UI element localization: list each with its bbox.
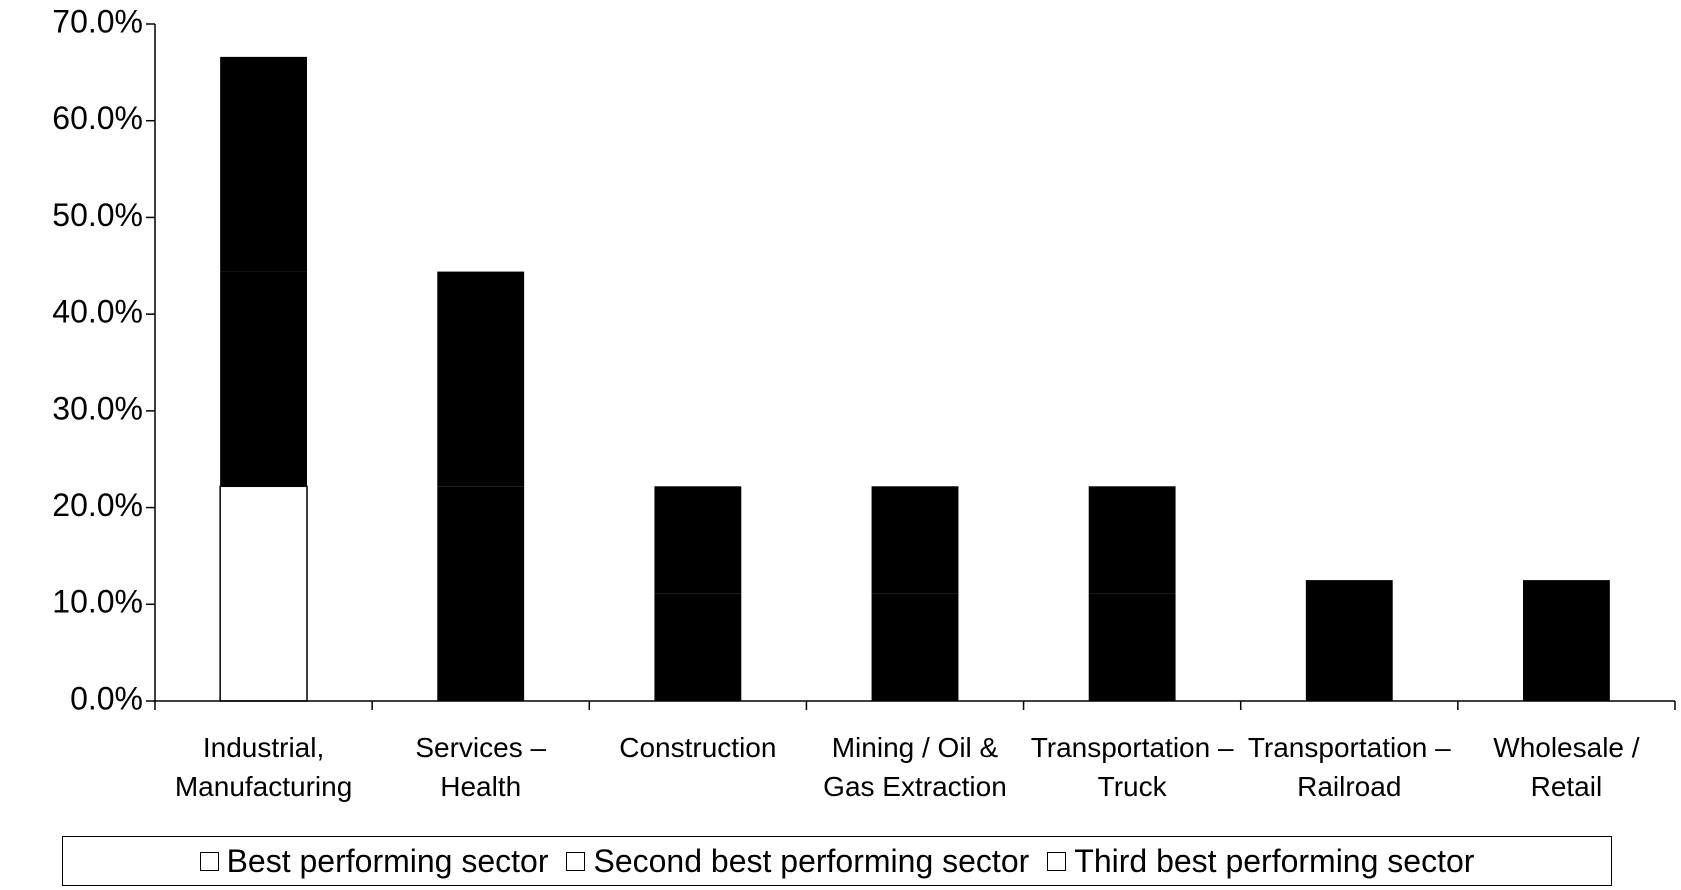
y-tick-label: 30.0%: [52, 390, 143, 426]
x-tick-label: Wholesale / Retail: [1493, 732, 1640, 802]
y-tick-label: 70.0%: [52, 3, 143, 39]
legend-marker: [199, 851, 219, 871]
x-tick-label: Construction: [619, 732, 777, 763]
bar-segment: [871, 486, 959, 594]
bar-segment: [654, 593, 742, 701]
bar-segment: [1523, 580, 1610, 701]
bar-segment: [1088, 593, 1176, 701]
y-tick-label: 40.0%: [52, 294, 143, 330]
legend-item: Best performing sector: [199, 842, 549, 880]
legend: Best performing sector Second best perfor…: [62, 836, 1612, 886]
bar-segment: [1088, 486, 1176, 594]
x-tick-label: Industrial, Manufacturing: [174, 732, 353, 802]
bar-segment: [1305, 580, 1393, 701]
bar-segment: [437, 486, 525, 701]
y-tick-label: 20.0%: [52, 487, 143, 523]
y-tick-label: 10.0%: [52, 584, 143, 620]
plot: 0.0% 10.0% 20.0% 30.0% 40.0% 50.0% 60.0% 70.0%: [52, 3, 1676, 716]
x-tick-label: Services – Health: [415, 732, 547, 802]
bar-segment: [654, 486, 742, 594]
y-tick-label: 50.0%: [52, 197, 143, 233]
legend-item: Second best performing sector: [566, 843, 1029, 880]
legend-label: Third best performing sector: [1074, 842, 1475, 879]
legend-item: Third best performing sector: [1047, 843, 1474, 880]
x-tick-label: Mining / Oil & Gas Extraction: [823, 732, 1007, 802]
x-tick-label: Transportation – Railroad: [1247, 732, 1451, 802]
bar-segment: [437, 271, 525, 487]
bar-segment: [219, 485, 308, 702]
legend-label: Best performing sector: [226, 842, 549, 879]
legend-marker: [1047, 851, 1067, 871]
bar-segment: [871, 593, 959, 701]
x-tick-label: Transportation – Truck: [1030, 732, 1234, 802]
legend-marker: [566, 851, 586, 871]
y-tick-label: 60.0%: [52, 100, 143, 136]
y-tick-label: 0.0%: [70, 680, 143, 716]
bar-segment: [220, 56, 307, 272]
bar-segment: [220, 271, 307, 487]
legend-label: Second best performing sector: [593, 842, 1030, 879]
